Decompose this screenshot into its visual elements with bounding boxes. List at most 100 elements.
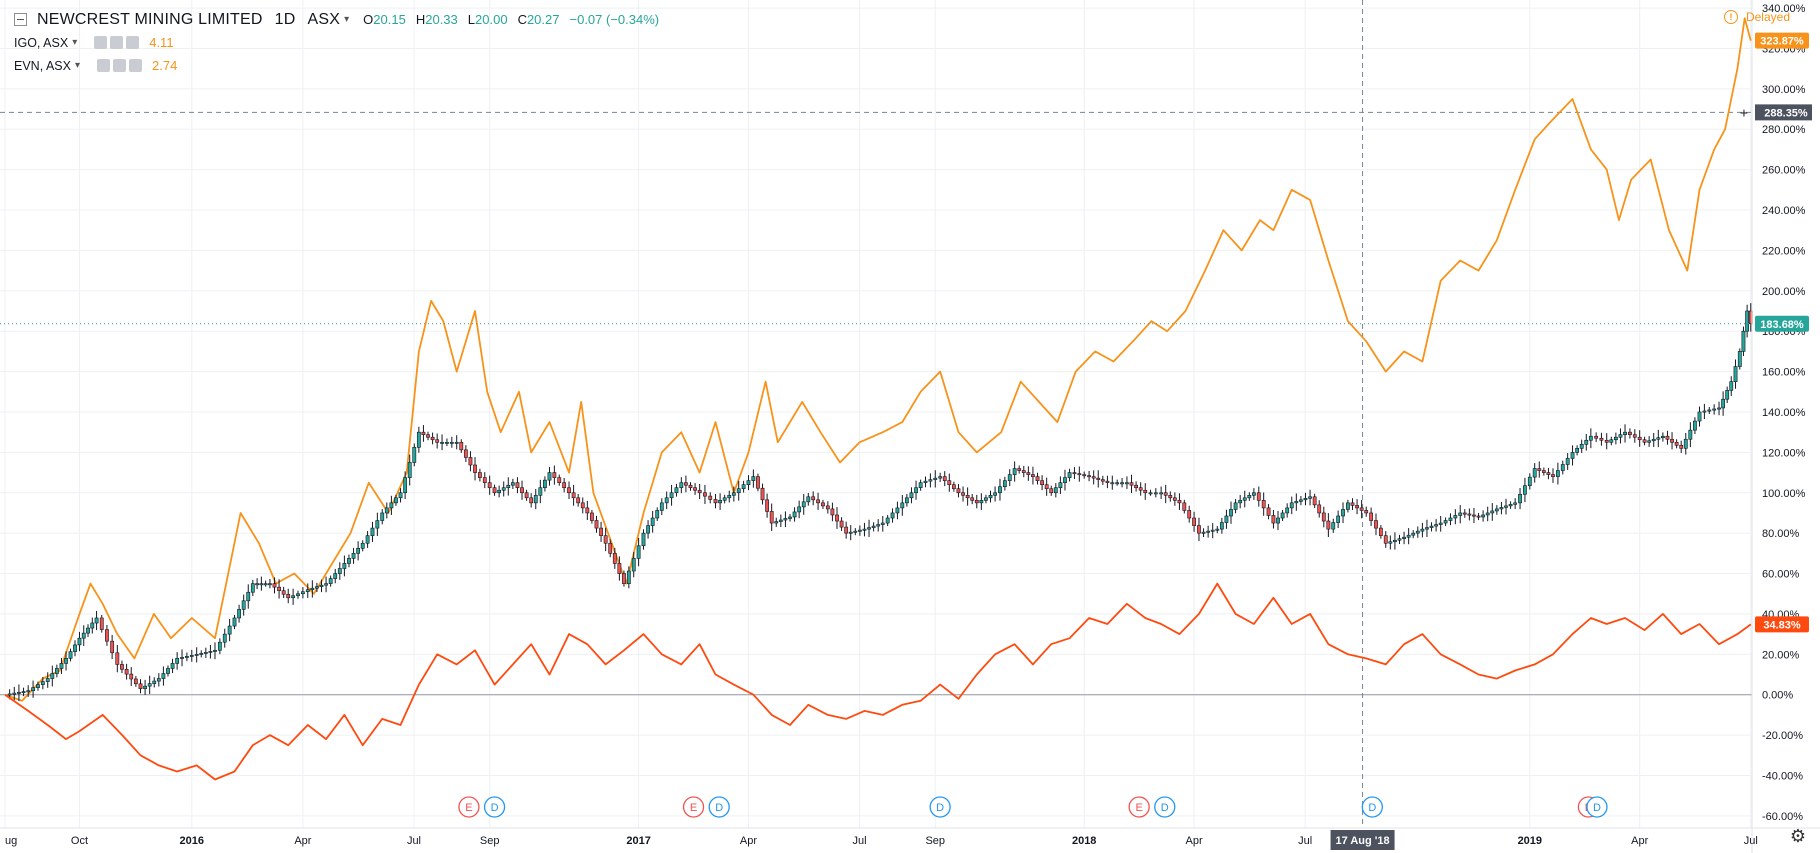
candle-body — [1276, 517, 1280, 524]
candle-body — [445, 441, 449, 444]
candle — [1670, 432, 1674, 450]
candle-body — [296, 593, 300, 597]
candle-body — [914, 487, 918, 494]
candle-body — [751, 476, 756, 481]
candle-body — [1508, 504, 1513, 507]
eye-icon[interactable] — [97, 59, 111, 72]
candle-body — [17, 691, 21, 694]
candle — [1745, 304, 1750, 338]
candle — [993, 486, 997, 502]
main-symbol-name[interactable]: NEWCREST MINING LIMITED — [37, 10, 263, 28]
candle-body — [895, 507, 900, 514]
candle — [1159, 486, 1164, 500]
candle-body — [904, 497, 909, 504]
candle — [222, 628, 227, 648]
candle-body — [305, 589, 310, 593]
candle-body — [1138, 487, 1143, 491]
event-marker-d[interactable]: D — [1586, 796, 1608, 818]
chevron-down-icon[interactable]: ▾ — [72, 37, 78, 48]
candle — [1350, 498, 1355, 511]
compare-symbol[interactable]: IGO, ASX — [14, 35, 69, 50]
candle — [124, 663, 129, 680]
candle-body — [1555, 470, 1560, 477]
candle-body — [576, 497, 581, 504]
candle-body — [942, 476, 947, 481]
chevron-down-icon[interactable]: ▾ — [344, 14, 350, 25]
candle-body — [580, 502, 585, 509]
candle — [356, 541, 361, 561]
event-marker-d[interactable]: D — [1154, 796, 1176, 818]
event-circle — [929, 796, 951, 818]
candle-body — [1346, 502, 1350, 510]
event-marker-e[interactable]: E — [458, 796, 480, 818]
candle — [529, 493, 534, 508]
event-marker-e[interactable]: E — [1128, 796, 1150, 818]
candle — [923, 476, 928, 488]
candle-body — [1397, 538, 1402, 541]
candle — [1044, 477, 1049, 496]
candle — [1308, 489, 1312, 506]
collapse-icon[interactable] — [14, 13, 27, 26]
candle — [1053, 483, 1058, 498]
candle — [612, 547, 617, 569]
candle-body — [1637, 436, 1642, 441]
chevron-down-icon[interactable]: ▾ — [74, 60, 81, 71]
candle — [1134, 481, 1138, 492]
candle-body — [1679, 445, 1684, 449]
candle — [430, 432, 435, 445]
candle — [156, 673, 161, 687]
candle-body — [237, 609, 241, 619]
candle-body — [31, 687, 35, 691]
event-marker-e[interactable]: E — [682, 796, 705, 818]
event-marker-d[interactable]: D — [708, 796, 730, 818]
candle — [914, 480, 918, 500]
candle-body — [380, 512, 385, 521]
candle-body — [1693, 420, 1697, 431]
exchange-label[interactable]: ASX — [307, 10, 341, 28]
candle — [497, 485, 502, 498]
event-marker-d[interactable]: D — [483, 796, 506, 818]
eye-icon[interactable] — [94, 36, 108, 49]
candle-body — [64, 658, 68, 664]
gear-icon[interactable] — [113, 59, 127, 72]
series-evn-asx — [4, 582, 1752, 781]
y-tick-label: 300.00% — [1762, 84, 1806, 96]
candle — [848, 525, 853, 541]
candle-body — [1125, 482, 1129, 485]
candle — [1346, 499, 1350, 513]
candle-body — [1153, 492, 1158, 495]
event-marker-d[interactable]: D — [929, 796, 951, 818]
gear-icon[interactable] — [110, 36, 124, 49]
ohlc-close: C20.27 — [517, 12, 560, 27]
candle — [347, 554, 351, 568]
candle — [885, 514, 890, 527]
candle-body — [1087, 475, 1091, 478]
candle-body — [449, 441, 454, 444]
last-value-text: 183.68% — [1760, 319, 1804, 331]
candle — [152, 677, 157, 688]
settings-gear-icon[interactable]: ⚙ — [1789, 826, 1806, 846]
y-tick-label: 120.00% — [1762, 447, 1806, 459]
candle-body — [1336, 515, 1341, 523]
candle — [31, 680, 35, 698]
candle-body — [506, 484, 511, 489]
candle-body — [1053, 487, 1058, 494]
x-tick-label: Jul — [853, 835, 867, 847]
close-icon[interactable] — [129, 59, 143, 72]
candle — [440, 434, 444, 451]
candle-body — [783, 518, 788, 521]
close-icon[interactable] — [126, 36, 140, 49]
delayed-indicator[interactable]: ! Delayed — [1723, 10, 1790, 24]
compare-symbol[interactable]: EVN, ASX — [14, 58, 71, 73]
candle-body — [222, 633, 227, 643]
event-marker-d[interactable]: D — [1361, 796, 1383, 818]
candle — [951, 481, 956, 492]
candle-body — [1002, 480, 1007, 488]
event-letter: D — [491, 802, 499, 814]
candle — [1546, 467, 1551, 480]
candle — [722, 494, 727, 504]
candle — [12, 686, 17, 701]
candle-body — [1229, 509, 1233, 517]
interval-label[interactable]: 1D — [274, 10, 296, 28]
